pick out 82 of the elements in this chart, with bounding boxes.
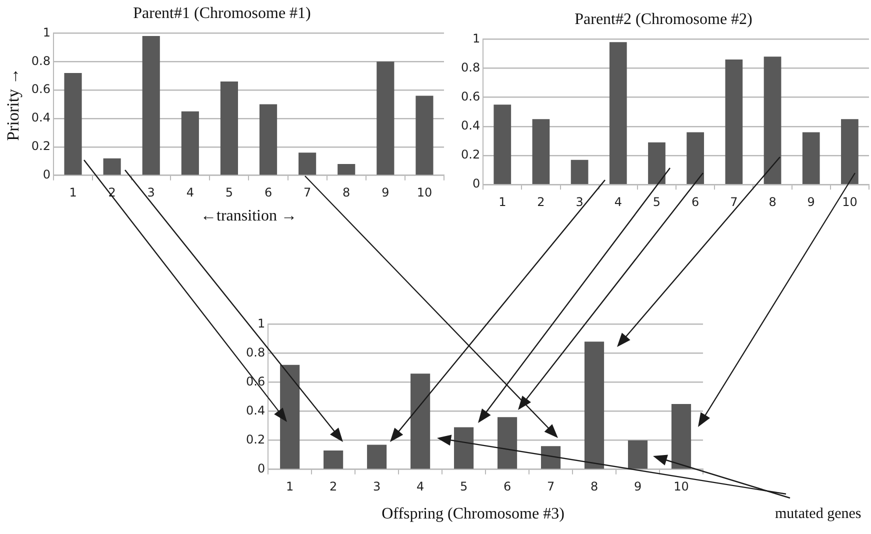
x-tick-label: 7 [546,480,555,494]
x-tick-label: 5 [460,480,468,494]
text: Offspring (Chromosome #3) [382,506,564,523]
bar [584,342,604,469]
bar [841,119,858,184]
bar [103,158,121,175]
x-tick-label: 3 [147,186,155,200]
y-tick-label: 0 [257,462,266,476]
x-tick-label: 6 [503,480,512,494]
x-tick-label: 5 [652,194,661,209]
x-tick-label: 9 [382,186,390,200]
x-tick-label: 4 [614,194,622,209]
x-tick-label: 6 [264,186,272,200]
y-tick-label: 0.4 [460,118,480,133]
y-axis-title: Priority → [4,68,23,141]
x-tick-label: 4 [416,480,424,494]
bar [686,132,704,184]
x-tick-label: 5 [225,186,234,200]
x-tick-label: 8 [342,186,350,200]
bar [725,60,743,184]
bar [498,417,518,469]
x-tick-label: 8 [768,194,776,209]
bar [609,42,627,184]
y-tick-label: 0.6 [31,82,50,96]
bar [648,142,666,184]
x-tick-label: 10 [674,480,689,494]
bar [376,62,394,175]
y-tick-label: 0.8 [460,60,480,74]
bar [324,450,344,469]
x-tick-label: 10 [416,186,432,200]
x-axis-title: ←transition → [200,208,297,225]
y-tick-label: 1 [472,31,480,46]
bar [454,427,474,469]
y-tick-label: 1 [257,316,266,330]
bar [338,164,356,175]
bar [220,82,238,175]
x-tick-label: 3 [372,480,381,494]
bar [416,96,434,175]
chart-title: Parent#2 (Chromosome #2) [574,10,752,28]
x-tick-label: 8 [590,480,598,494]
y-tick-label: 0 [42,168,50,182]
bar [64,73,82,175]
x-tick-label: 9 [634,480,642,494]
y-tick-label: 0.8 [31,54,50,68]
y-tick-label: 0 [472,176,480,191]
bar [259,104,278,175]
y-tick-label: 0.2 [31,139,50,154]
y-tick-label: 0.6 [460,89,480,104]
bar [540,446,561,469]
x-tick-label: 3 [576,194,584,209]
x-tick-label: 7 [304,186,312,200]
y-tick-label: 0.4 [246,403,266,418]
y-tick-label: 1 [42,25,50,40]
bar [802,132,820,184]
bar [570,160,588,184]
x-tick-label: 7 [730,194,738,209]
x-tick-label: 2 [330,480,338,494]
bar [532,119,550,184]
bar [494,104,512,184]
text: mutated genes [775,506,862,522]
bar [280,364,300,469]
chart-title: Parent#1 (Chromosome #1) [133,4,311,22]
bar [367,444,387,469]
y-tick-label: 0.2 [460,148,480,162]
x-tick-label: 4 [186,186,194,200]
y-tick-label: 0.2 [246,432,266,446]
bar [410,374,430,469]
bar [298,152,316,175]
bar [181,111,199,175]
bar [764,56,782,184]
bar [671,404,692,469]
x-tick-label: 9 [807,194,815,209]
x-tick-label: 1 [69,186,77,200]
x-tick-label: 1 [286,480,294,494]
bar [142,36,160,175]
x-tick-label: 1 [498,194,506,209]
x-tick-label: 2 [537,194,545,209]
y-tick-label: 0.4 [31,110,50,125]
x-tick-label: 10 [842,194,858,209]
y-tick-label: 0.8 [246,345,266,360]
bar [628,440,648,469]
x-tick-label: 6 [692,194,700,209]
